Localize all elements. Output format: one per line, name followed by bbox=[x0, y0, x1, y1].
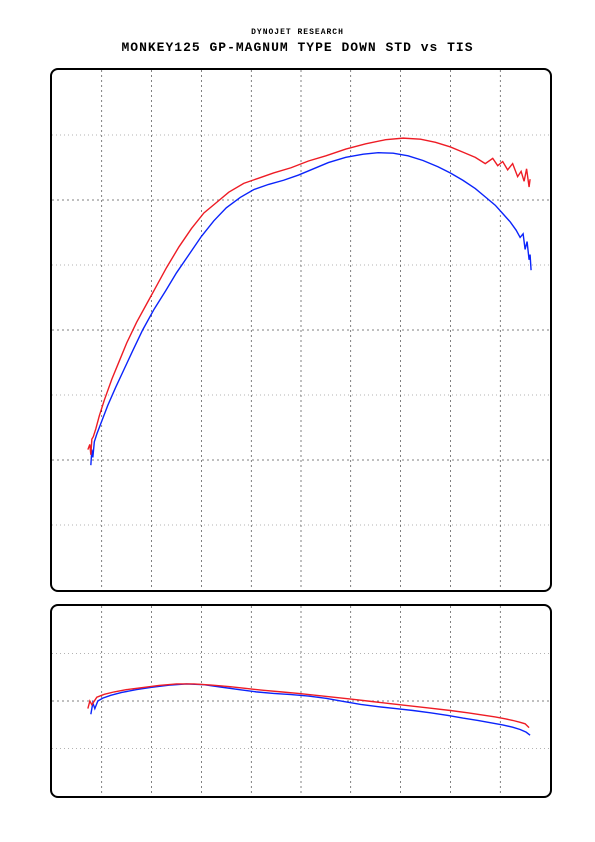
series-a-line bbox=[88, 138, 530, 455]
torque-chart-panel bbox=[50, 604, 552, 798]
series-b-line bbox=[91, 153, 531, 466]
series-b-line bbox=[91, 684, 530, 735]
header-subtitle: DYNOJET RESEARCH bbox=[0, 28, 595, 37]
series-a-line bbox=[88, 684, 529, 728]
power-chart-panel bbox=[50, 68, 552, 592]
chart-title: MONKEY125 GP-MAGNUM TYPE DOWN STD vs TIS bbox=[0, 40, 595, 55]
